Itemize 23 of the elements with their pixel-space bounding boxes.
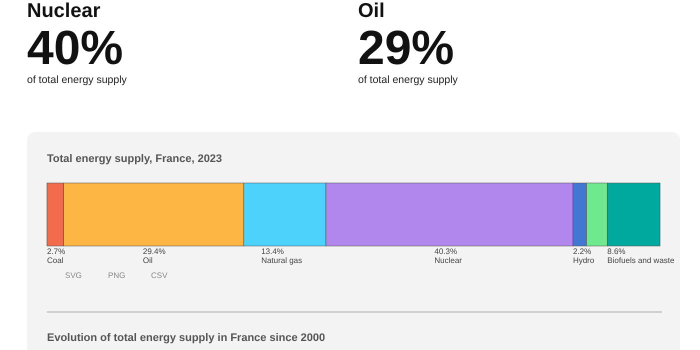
data-label: 29.4% bbox=[142, 247, 166, 256]
text: 29% bbox=[358, 22, 454, 75]
data-label: 40.3% bbox=[434, 247, 458, 256]
text: of total energy supply bbox=[27, 74, 128, 86]
series-label: Hydro bbox=[572, 256, 595, 265]
text: Nuclear bbox=[27, 0, 101, 22]
text: CSV bbox=[151, 271, 168, 280]
text: SVG bbox=[65, 271, 82, 280]
series-label: Coal bbox=[47, 256, 64, 265]
series-label: Natural gas bbox=[261, 256, 302, 265]
text: Evolution of total energy supply in France since 2000 bbox=[47, 332, 326, 344]
data-label: 13.4% bbox=[261, 247, 284, 256]
series-label: Biofuels and waste bbox=[607, 256, 675, 265]
text: PNG bbox=[108, 271, 126, 280]
text: 40% bbox=[27, 22, 124, 75]
series-label: Nuclear bbox=[434, 256, 462, 265]
data-label: 2.7% bbox=[47, 247, 66, 256]
text: Oil bbox=[358, 0, 385, 22]
data-label: 2.2% bbox=[572, 247, 592, 256]
series-label: Oil bbox=[142, 256, 153, 265]
text: of total energy supply bbox=[358, 74, 459, 86]
chart-title: Total energy supply, France, 2023 bbox=[47, 153, 222, 165]
data-label: 8.6% bbox=[607, 247, 626, 256]
